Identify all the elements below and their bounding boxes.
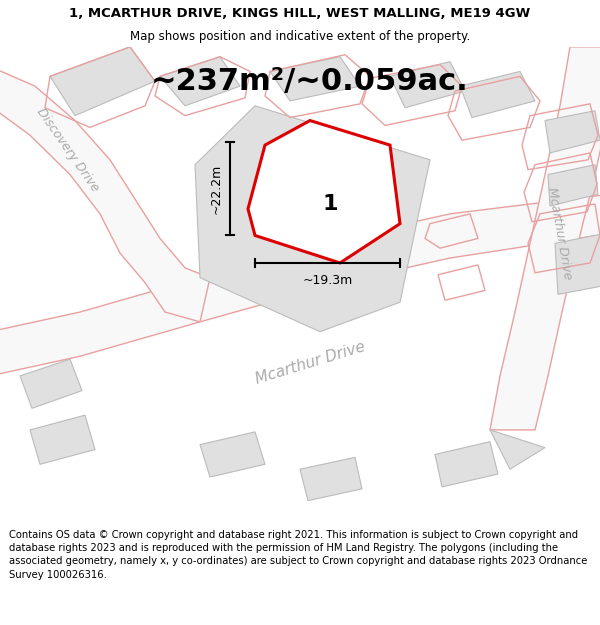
Polygon shape xyxy=(548,165,598,206)
Text: Mcarthur Drive: Mcarthur Drive xyxy=(545,186,575,281)
Polygon shape xyxy=(270,57,360,101)
Polygon shape xyxy=(490,430,545,469)
Polygon shape xyxy=(160,57,240,106)
Text: Contains OS data © Crown copyright and database right 2021. This information is : Contains OS data © Crown copyright and d… xyxy=(9,530,587,579)
Polygon shape xyxy=(195,106,430,332)
Polygon shape xyxy=(200,432,265,477)
Polygon shape xyxy=(435,442,498,487)
Polygon shape xyxy=(300,458,362,501)
Polygon shape xyxy=(555,234,600,294)
Polygon shape xyxy=(545,111,600,153)
Polygon shape xyxy=(490,47,600,430)
Polygon shape xyxy=(248,121,400,263)
Polygon shape xyxy=(0,194,600,376)
Text: 1: 1 xyxy=(322,194,338,214)
Text: Mcarthur Drive: Mcarthur Drive xyxy=(253,339,367,387)
Text: Map shows position and indicative extent of the property.: Map shows position and indicative extent… xyxy=(130,30,470,43)
Polygon shape xyxy=(50,47,155,116)
Text: Discovery Drive: Discovery Drive xyxy=(34,106,102,194)
Text: 1, MCARTHUR DRIVE, KINGS HILL, WEST MALLING, ME19 4GW: 1, MCARTHUR DRIVE, KINGS HILL, WEST MALL… xyxy=(70,7,530,19)
Polygon shape xyxy=(20,359,82,408)
Text: ~19.3m: ~19.3m xyxy=(302,274,353,287)
Text: ~22.2m: ~22.2m xyxy=(209,164,223,214)
Polygon shape xyxy=(0,66,210,322)
Polygon shape xyxy=(460,71,535,118)
Polygon shape xyxy=(30,415,95,464)
Polygon shape xyxy=(390,62,465,107)
Text: ~237m²/~0.059ac.: ~237m²/~0.059ac. xyxy=(151,67,469,96)
